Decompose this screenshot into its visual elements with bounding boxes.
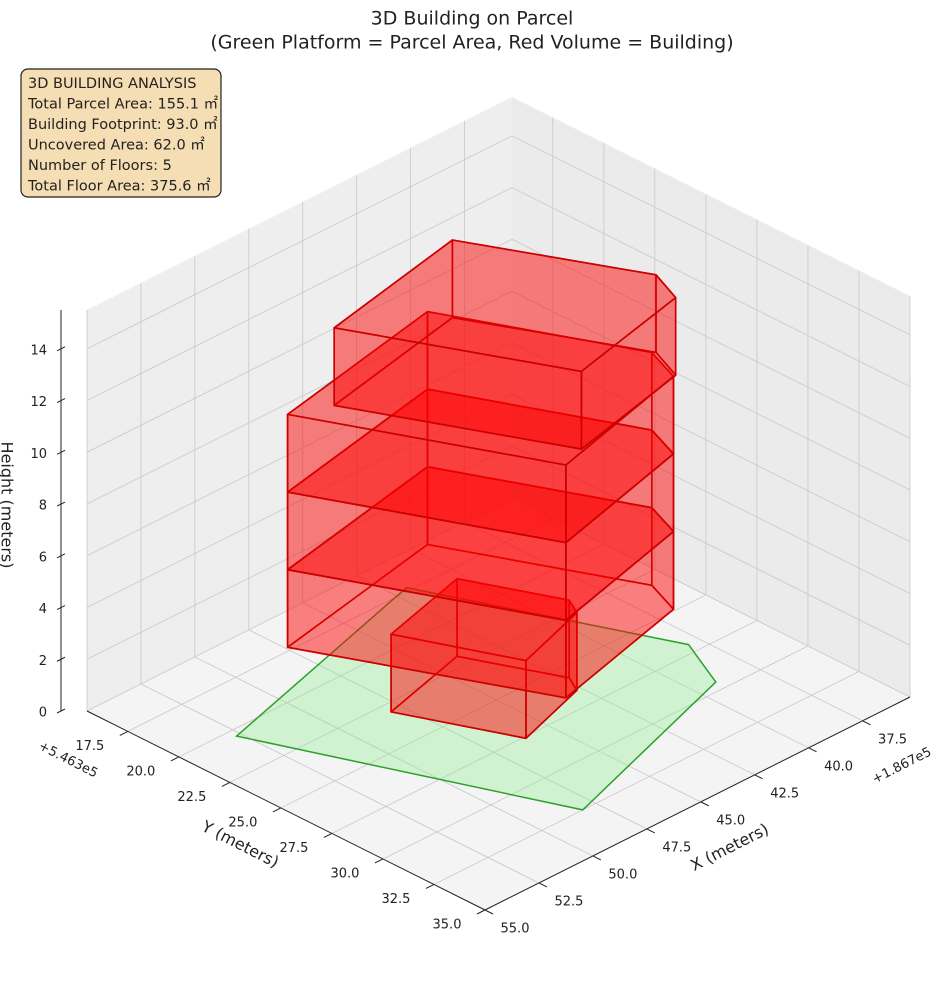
grid-line [86, 497, 513, 712]
y-tick-mark [119, 730, 129, 736]
annotation-line: 3D BUILDING ANALYSIS [28, 76, 196, 92]
y-tick-label: 27.5 [279, 841, 308, 856]
left-pane [87, 97, 512, 711]
z-tick-label: 0 [39, 706, 47, 721]
y-tick-mark [476, 909, 486, 915]
x-tick-mark [862, 720, 871, 726]
y-tick-label: 17.5 [75, 739, 104, 754]
grid-line [511, 187, 911, 387]
floor-pane [87, 498, 910, 910]
grid-line [511, 394, 911, 594]
annotation-line: Number of Floors: 5 [28, 158, 172, 174]
annotation-background [20, 68, 222, 198]
x-tick-label: 52.5 [554, 894, 583, 909]
grid-line [302, 602, 701, 803]
y-tick-label: 20.0 [126, 764, 155, 779]
x-tick-label: 45.0 [716, 813, 745, 828]
y-tick-label: 32.5 [381, 892, 410, 907]
z-tick-label: 2 [39, 654, 47, 669]
x-tick-label: 40.0 [824, 759, 853, 774]
x-tick-mark [754, 774, 763, 780]
z-tick-label: 8 [39, 499, 47, 514]
z-tick-label: 12 [30, 395, 47, 410]
x-axis-line [484, 696, 911, 911]
y-tick-mark [170, 756, 180, 762]
grid-line [86, 135, 513, 350]
y-tick-mark [323, 833, 333, 838]
x-tick-mark [700, 801, 709, 807]
grid-line [248, 629, 647, 830]
floor-top [286, 310, 675, 466]
x-offset-label: +1.867e5 [870, 745, 934, 788]
grid-line [86, 445, 513, 660]
annotation-line: Uncovered Area: 62.0 ㎡ [28, 137, 205, 154]
plot-area [56, 97, 911, 915]
chart-title: 3D Building on Parcel [371, 8, 574, 30]
floor-top [390, 577, 578, 662]
annotation-line: Total Parcel Area: 155.1 ㎡ [27, 96, 219, 113]
x-tick-label: 37.5 [878, 732, 907, 747]
x-tick-label: 47.5 [662, 840, 691, 855]
y-axis-line [86, 710, 486, 911]
grid-line [382, 645, 809, 860]
z-tick-label: 6 [39, 550, 47, 565]
right-pane [512, 97, 910, 697]
z-axis-label: Height (meters) [0, 442, 17, 569]
grid-line [511, 135, 911, 336]
grid-line [464, 521, 863, 722]
grid-line [511, 497, 911, 698]
parcel [234, 586, 717, 811]
grid-line [511, 238, 911, 439]
x-tick-label: 50.0 [608, 867, 637, 882]
y-tick-mark [425, 884, 435, 889]
y-tick-label: 30.0 [330, 866, 359, 881]
annotation-line: Total Floor Area: 375.6 ㎡ [27, 178, 211, 195]
y-tick-mark [221, 781, 231, 787]
x-tick-mark [646, 828, 656, 834]
x-tick-mark [484, 909, 494, 915]
grid-line [511, 445, 911, 646]
y-tick-label: 35.0 [433, 918, 462, 933]
floor-top [333, 239, 677, 373]
annotation-line: Building Footprint: 93.0 ㎡ [28, 116, 218, 133]
grid-line [86, 187, 513, 401]
annotation-box: 3D BUILDING ANALYSIS Total Parcel Area: 1… [20, 68, 222, 198]
grid-line [433, 671, 860, 885]
grid-line [86, 238, 513, 453]
grid-line [140, 683, 540, 884]
x-tick-mark [538, 882, 548, 888]
z-tick-label: 4 [39, 602, 47, 617]
chart-subtitle: (Green Platform = Parcel Area, Red Volum… [210, 32, 733, 54]
grid-line [86, 394, 513, 608]
grid-line [511, 342, 911, 543]
x-tick-mark [592, 855, 602, 861]
grid-line [511, 290, 911, 491]
grid-line [194, 656, 594, 857]
x-tick-mark [808, 747, 817, 753]
y-tick-mark [374, 858, 384, 864]
z-tick-label: 14 [30, 343, 47, 358]
y-tick-mark [272, 807, 282, 813]
x-tick-label: 42.5 [770, 786, 799, 801]
grid-line [331, 620, 758, 834]
x-tick-label: 55.0 [501, 922, 530, 937]
y-tick-label: 22.5 [177, 790, 206, 805]
grid-line [86, 342, 513, 557]
y-tick-label: 25.0 [228, 815, 257, 830]
z-tick-label: 10 [30, 447, 47, 462]
grid-line [280, 594, 707, 809]
